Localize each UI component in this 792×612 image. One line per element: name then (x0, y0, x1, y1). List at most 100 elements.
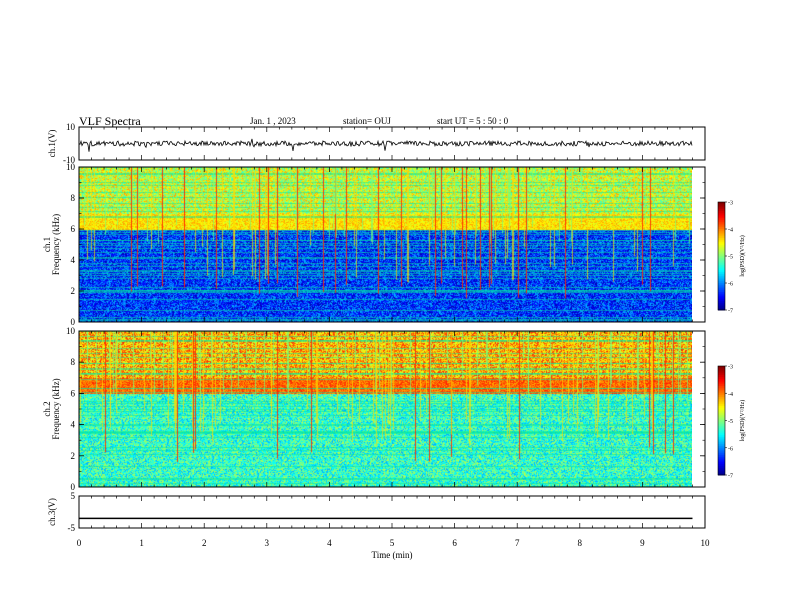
colorbar-swatch (718, 205, 725, 208)
colorbar-swatch (718, 209, 725, 212)
colorbar-swatch (718, 265, 725, 268)
colorbar-swatch (718, 465, 725, 469)
colorbar-swatch (718, 384, 725, 387)
colorbar-swatch (718, 433, 725, 436)
colorbar-swatch (718, 279, 725, 282)
colorbar-swatch (718, 234, 725, 237)
colorbar-swatch (718, 270, 725, 273)
colorbar-swatch (718, 402, 725, 405)
colorbar-swatch (718, 449, 725, 452)
colorbar-swatch (718, 429, 725, 432)
colorbar-label: log(PSD)(V²/Hz) (739, 400, 746, 441)
colorbar-swatch (718, 371, 725, 374)
colorbar-swatch (718, 288, 725, 291)
colorbar-swatch (718, 241, 725, 244)
x-tick-label: 6 (452, 538, 457, 548)
colorbar-swatch (718, 227, 725, 230)
y-tick-label: 6 (71, 224, 76, 234)
colorbar-swatch (718, 455, 725, 458)
colorbar-swatch (718, 248, 725, 252)
colorbar-swatch (718, 413, 725, 416)
colorbar-swatch (718, 292, 725, 295)
colorbar-swatch (718, 293, 725, 297)
y-axis-label: ch.1(V) (47, 130, 57, 158)
colorbar-swatch (718, 286, 725, 289)
colorbar-swatch (718, 299, 725, 302)
colorbar-swatch (718, 451, 725, 454)
colorbar-swatch (718, 376, 725, 380)
colorbar-swatch (718, 256, 725, 259)
colorbar-swatch (718, 380, 725, 383)
date-label: Jan. 1 , 2023 (250, 116, 296, 126)
colorbar-swatch (718, 297, 725, 300)
colorbar-swatch (718, 462, 725, 465)
colorbar-swatch (718, 203, 725, 207)
colorbar-swatch (718, 453, 725, 456)
colorbar-swatch (718, 373, 725, 376)
colorbar-swatch (718, 243, 725, 246)
colorbar-swatch (718, 444, 725, 447)
colorbar-swatch (718, 366, 725, 369)
colorbar-swatch (718, 422, 725, 425)
chart-title: VLF Spectra (79, 114, 141, 128)
colorbar-swatch (718, 398, 725, 402)
colorbar-swatch (718, 400, 725, 403)
y-tick-label: 2 (71, 286, 76, 296)
colorbar-tick-label: -4 (728, 228, 733, 234)
colorbar-swatch (718, 447, 725, 451)
y-axis-label: ch.2 (42, 401, 52, 416)
colorbar-swatch (718, 290, 725, 293)
colorbar-swatch (718, 268, 725, 271)
ch1-spectrogram-image (79, 167, 692, 322)
colorbar-swatch (718, 230, 725, 234)
colorbar-swatch (718, 214, 725, 217)
colorbar-swatch (718, 247, 725, 250)
y-axis-label: ch.1 (42, 237, 52, 252)
colorbar-tick-label: -4 (728, 392, 733, 398)
colorbar-tick-label: -5 (728, 419, 733, 425)
ch2-spectrogram-image (79, 331, 692, 487)
colorbar-swatch (718, 458, 725, 461)
colorbar-swatch (718, 420, 725, 423)
y-axis-label: Frequency (kHz) (51, 214, 61, 275)
y-tick-label: 4 (71, 255, 76, 265)
y-tick-label: 10 (66, 122, 76, 132)
colorbar-swatch (718, 369, 725, 372)
colorbar-swatch (718, 295, 725, 298)
colorbar-swatch (718, 456, 725, 460)
colorbar-swatch (718, 272, 725, 275)
y-tick-label: 8 (71, 193, 76, 203)
y-tick-label: 0 (71, 317, 76, 327)
x-tick-label: 3 (265, 538, 270, 548)
colorbar-swatch (718, 202, 725, 205)
y-tick-label: 8 (71, 357, 76, 367)
x-tick-label: 2 (202, 538, 207, 548)
colorbar-tick-label: -7 (728, 474, 733, 480)
colorbar-swatch (718, 391, 725, 394)
colorbar-swatch (718, 302, 725, 306)
colorbar-swatch (718, 263, 725, 266)
y-tick-label: -5 (68, 523, 76, 533)
colorbar-swatch (718, 259, 725, 262)
y-tick-label: 5 (71, 491, 76, 501)
colorbar-swatch (718, 301, 725, 304)
x-tick-label: 0 (77, 538, 82, 548)
colorbar-swatch (718, 435, 725, 438)
colorbar-swatch (718, 257, 725, 261)
colorbar-tick-label: -5 (728, 255, 733, 261)
colorbar-swatch (718, 274, 725, 277)
colorbar-swatch (718, 252, 725, 255)
colorbar-swatch (718, 405, 725, 409)
colorbar-swatch (718, 393, 725, 396)
colorbar-swatch (718, 236, 725, 239)
x-axis-label: Time (min) (372, 550, 413, 560)
colorbar-swatch (718, 221, 725, 225)
y-axis-label: ch.3(V) (47, 498, 57, 526)
colorbar-swatch (718, 385, 725, 389)
colorbar-swatch (718, 304, 725, 307)
x-tick-label: 5 (390, 538, 395, 548)
y-tick-label: 6 (71, 388, 76, 398)
colorbar-swatch (718, 438, 725, 441)
colorbar-swatch (718, 445, 725, 449)
colorbar-swatch (718, 389, 725, 392)
